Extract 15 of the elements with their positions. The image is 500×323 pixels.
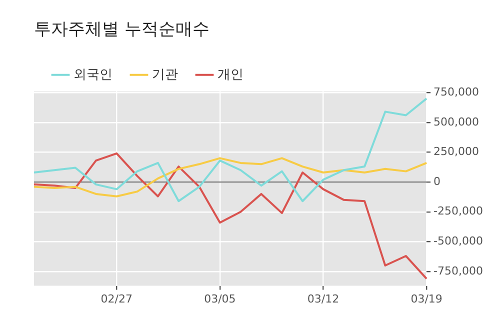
legend-label: 기관 — [152, 67, 178, 82]
y-tick-label: 0 — [434, 174, 441, 188]
y-tick-label: 750,000 — [434, 85, 480, 98]
x-tick-label: 03/12 — [307, 292, 340, 306]
y-tick-label: -750,000 — [434, 264, 484, 278]
y-tick-label: 250,000 — [434, 145, 480, 158]
x-tick-label: 03/05 — [204, 292, 236, 306]
chart-title: 투자주체별 누적순매수 — [34, 20, 210, 40]
x-tick-label: 03/19 — [410, 292, 442, 306]
legend-label: 외국인 — [74, 67, 112, 82]
y-tick-label: -250,000 — [434, 204, 484, 218]
x-tick-label: 02/27 — [100, 292, 132, 306]
y-tick-label: 500,000 — [434, 115, 480, 128]
y-tick-label: -500,000 — [434, 234, 484, 248]
legend-label: 개인 — [218, 67, 244, 82]
